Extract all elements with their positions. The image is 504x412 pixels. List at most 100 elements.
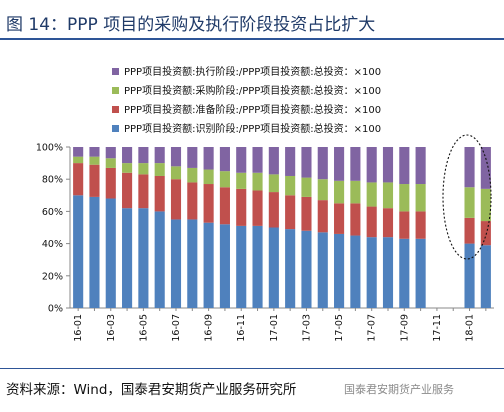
legend-label: PPP项目投资额:执行阶段:/PPP项目投资额:总投资：×100 [124,65,381,78]
bar-segment [219,187,230,225]
bar-segment [301,196,312,231]
bar-segment [73,163,84,196]
legend-swatch [112,106,119,113]
legend-swatch [112,87,119,94]
legend-swatch [112,68,119,75]
bar-segment [480,245,491,308]
bar-segment [122,163,133,173]
bar-segment [317,232,328,308]
bar-segment [170,147,182,167]
bar-segment [366,237,377,308]
bar-segment [285,229,296,308]
bar-segment [399,184,410,212]
x-tick-label: 16-07 [171,314,182,342]
plot-area: 0% 20% 40% 60% 80% 100% 16-01 16-03 16-05 16-07 16… [36,143,494,342]
watermark-text: 国泰君安期货产业服务 [344,383,454,396]
bar-segment [170,166,182,180]
x-tick-label: 17-07 [367,314,378,342]
bar-segment [334,233,345,308]
bar-segment [89,156,100,165]
x-tick-label: 17-09 [399,314,410,342]
bar-segment [350,203,361,236]
chart-title: 图 14：PPP 项目的采购及执行阶段投资占比扩大 [6,15,376,35]
bar-segment [334,147,345,181]
bar-segment [187,147,198,168]
x-tick-label: 17-05 [334,314,345,342]
bar-segment [301,230,312,308]
bar-segment [350,180,361,204]
y-tick-label: 60% [42,207,63,218]
bar-segment [415,184,426,212]
bar-segment [382,182,394,209]
bar-segment [105,198,116,308]
bar-segment [138,147,149,164]
legend-label: PPP项目投资额:准备阶段:/PPP项目投资额:总投资：×100 [124,103,381,116]
bar-segment [154,211,165,308]
bar-segment [219,171,230,188]
bar-segment [317,147,328,180]
bar-segment [480,188,491,222]
bar-segment [415,147,426,185]
bar-segment [399,211,410,239]
bar-segment [73,156,84,164]
bar-segment [138,163,149,175]
bar-segment [236,147,247,173]
bar-segment [219,224,230,308]
bar-segment [350,235,361,308]
bar-segment [285,195,296,230]
bar-segment [122,172,133,209]
bar-segment [203,147,214,170]
x-tick-label: 17-01 [269,314,280,342]
bar-segment [138,208,149,308]
bar-segment [187,182,198,220]
x-tick-label: 18-01 [465,314,476,342]
legend: PPP项目投资额:执行阶段:/PPP项目投资额:总投资：×100 PPP项目投资额… [112,65,381,135]
bar-segment [187,167,198,183]
bar-segment [366,206,377,238]
bar-segment [464,187,475,218]
bar-segment [301,147,312,178]
bar-segment [154,163,165,176]
bar-segment [236,172,247,189]
bar-segment [382,237,394,308]
x-tick-label: 16-01 [73,314,84,342]
bar-segment [73,195,84,308]
bar-segment [382,208,394,238]
bar-segment [301,177,312,197]
highlight-ellipse [442,134,492,260]
y-tick-label: 40% [42,239,63,250]
bar-segment [268,227,279,308]
bar-segment [252,190,263,226]
legend-label: PPP项目投资额:识别阶段:/PPP项目投资额:总投资：×100 [124,122,381,135]
bar-segment [334,180,345,204]
bar-segment [268,192,279,228]
x-tick-label: 17-03 [301,314,312,342]
bar-segment [480,147,491,189]
bar-segment [285,175,296,196]
bar-segment [252,172,263,191]
x-tick-label: 16-03 [106,314,117,342]
bar-segment [399,147,410,185]
bar-segment [203,184,214,223]
bar-segment [89,147,100,157]
bar-segment [73,147,84,157]
bar-segment [203,169,214,185]
bar-segment [480,221,491,246]
title-divider [0,38,504,40]
bar-segment [366,147,377,183]
bar-segment [105,167,116,199]
legend-label: PPP项目投资额:采购阶段:/PPP项目投资额:总投资：×100 [124,84,381,97]
bar-segment [268,147,279,175]
bar-segment [285,147,296,176]
bar-segment [350,147,361,181]
x-tick-label: 16-05 [138,314,149,342]
bar-segment [252,225,263,308]
bar-segment [154,147,165,164]
bar-segment [464,243,475,308]
bar-segment [252,147,263,173]
bar-segment [89,164,100,197]
x-tick-label: 17-11 [432,314,443,342]
bar-segment [268,174,279,193]
legend-swatch [112,125,119,132]
stacked-bar-chart: PPP项目投资额:执行阶段:/PPP项目投资额:总投资：×100 PPP项目投资额… [36,65,494,342]
